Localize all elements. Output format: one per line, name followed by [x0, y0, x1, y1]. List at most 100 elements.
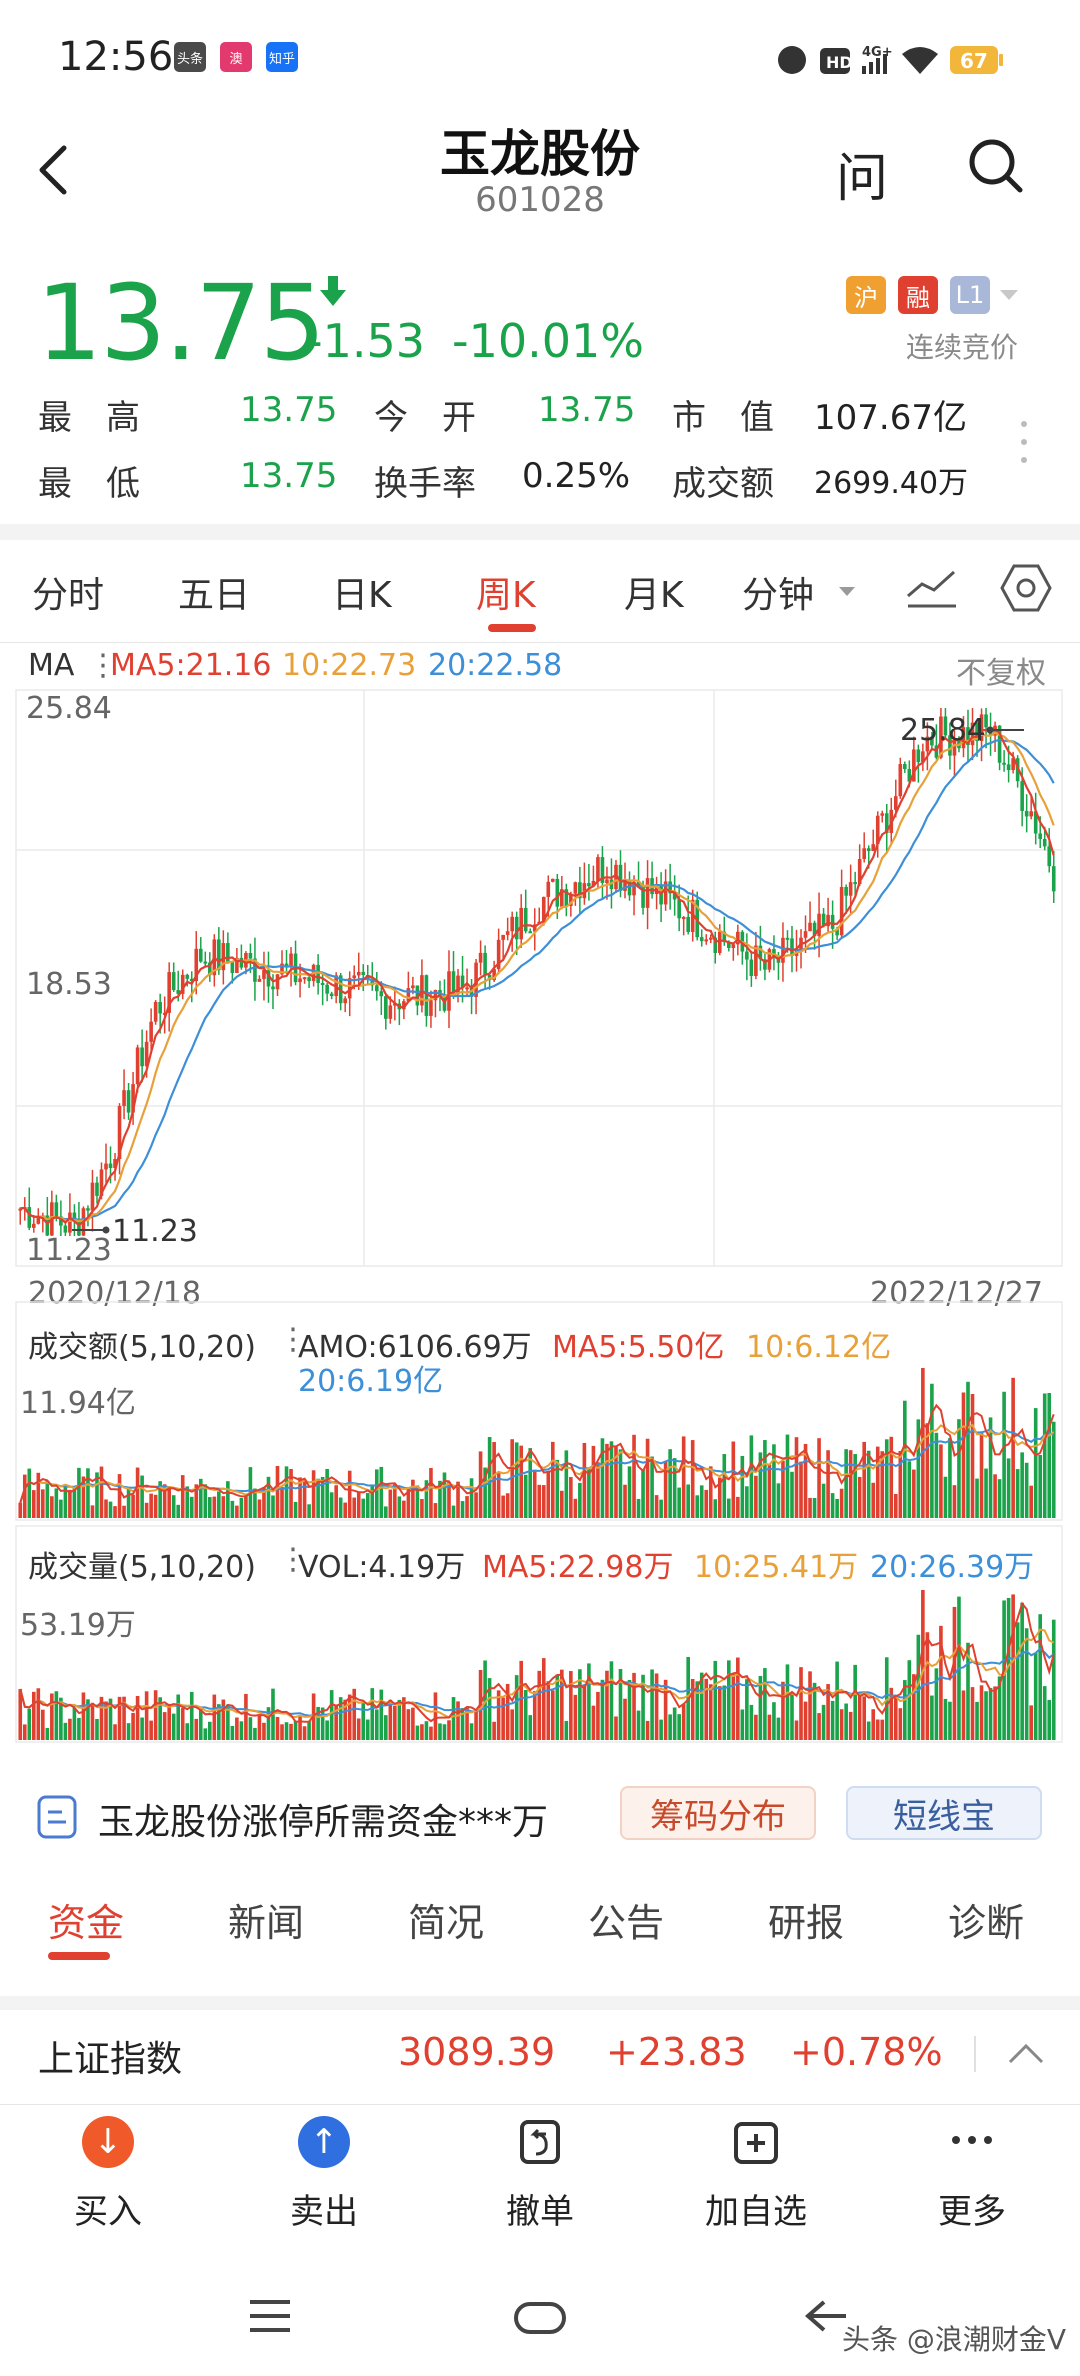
limit-up-funds-text[interactable]: 玉龙股份涨停所需资金***万 [98, 1802, 549, 1843]
volume-bar [352, 1497, 357, 1518]
moving-average-lines [20, 727, 1055, 1227]
chevron-down-icon[interactable] [996, 284, 1022, 306]
volume-bar [338, 1497, 343, 1518]
cancel-order-button[interactable]: 撤单 [460, 2116, 620, 2236]
volume-bar [388, 1699, 393, 1740]
adjust-mode[interactable]: 不复权 [956, 656, 1046, 691]
volume-bar [293, 1501, 298, 1518]
price-change: -1.53 [306, 314, 426, 368]
tab-five-day[interactable]: 五日 [178, 575, 251, 616]
status-time: 12:56 [58, 34, 174, 80]
volume-bar [758, 1675, 763, 1740]
back-icon[interactable] [802, 2296, 850, 2336]
system-nav-bar [0, 2256, 1080, 2376]
volume-bar [862, 1441, 867, 1518]
legend-menu-dots[interactable]: ⋮ [278, 1322, 308, 1357]
candle-body [758, 945, 763, 960]
home-icon[interactable] [512, 2298, 568, 2338]
tab-announcements[interactable]: 公告 [588, 1901, 665, 1945]
turnover-value: 0.25% [522, 456, 631, 496]
volume-bar [370, 1688, 375, 1740]
volume-bar [541, 1658, 546, 1740]
volume-bar [1038, 1454, 1043, 1518]
candle-body [257, 978, 262, 982]
tab-intraday[interactable]: 分时 [32, 575, 105, 616]
candle-body [835, 928, 839, 936]
volume-bar [117, 1474, 122, 1518]
candle-body [298, 978, 302, 983]
volume-bar [293, 1720, 298, 1740]
chevron-down-icon[interactable] [836, 582, 858, 600]
volume-bar [203, 1728, 208, 1740]
volume-bar [45, 1481, 50, 1518]
line-chart-icon[interactable] [904, 566, 960, 610]
tab-minute[interactable]: 分钟 [742, 575, 815, 616]
volume-bar [50, 1693, 54, 1740]
min-price-annotation: 11.23 [72, 1214, 198, 1249]
volume-bar [420, 1499, 424, 1518]
index-name[interactable]: 上证指数 [38, 2039, 183, 2080]
legend-menu-dots[interactable]: ⋮ [88, 648, 118, 683]
volume-bar [726, 1498, 731, 1518]
volume-bar [1051, 1421, 1056, 1518]
volume-bar [393, 1705, 397, 1740]
volume-bar [18, 1502, 23, 1518]
chip-distribution-button[interactable]: 筹码分布 [620, 1786, 816, 1840]
volume-bar [812, 1498, 817, 1518]
tab-research[interactable]: 研报 [768, 1901, 845, 1945]
volume-bar [384, 1715, 388, 1740]
volume-bar [541, 1485, 546, 1518]
tab-profile[interactable]: 简况 [408, 1901, 485, 1945]
volume-bar [90, 1505, 95, 1518]
volume-bar [785, 1434, 790, 1518]
candle-body [122, 1090, 126, 1107]
add-watchlist-button[interactable]: 加自选 [676, 2116, 836, 2236]
tab-funds[interactable]: 资金 [48, 1901, 125, 1945]
volume-bar [135, 1695, 140, 1740]
candle-body [550, 878, 555, 882]
tab-news[interactable]: 新闻 [228, 1901, 305, 1945]
short-line-button[interactable]: 短线宝 [846, 1786, 1042, 1840]
volume-ma10-legend: 10:25.41万 [694, 1550, 859, 1585]
candle-body [573, 882, 578, 894]
more-vertical-icon[interactable] [1018, 418, 1030, 468]
buy-button[interactable]: ↓ 买入 [28, 2116, 188, 2236]
volume-chart[interactable] [0, 1524, 1080, 1744]
candle-body [230, 961, 235, 973]
chevron-up-icon[interactable] [1006, 2040, 1046, 2066]
volume-bar [839, 1709, 844, 1740]
ma5-line [20, 727, 1055, 1227]
tab-weekly-k[interactable]: 周K [476, 575, 536, 616]
candle-body [785, 937, 790, 940]
volume-bar [465, 1496, 469, 1518]
back-arrow-icon[interactable] [34, 142, 74, 198]
tab-monthly-k[interactable]: 月K [624, 575, 684, 616]
sell-button[interactable]: ↑ 卖出 [244, 2116, 404, 2236]
amount-chart[interactable] [0, 1300, 1080, 1522]
candle-body [451, 971, 456, 995]
ma20-legend: 20:22.58 [428, 648, 563, 683]
tab-diagnosis[interactable]: 诊断 [948, 1901, 1025, 1945]
volume-bar [916, 1634, 921, 1740]
menu-icon[interactable] [246, 2296, 294, 2336]
divider [974, 2036, 976, 2072]
volume-bar [560, 1490, 564, 1518]
volume-bar [970, 1394, 975, 1518]
candle-body [912, 749, 916, 782]
volume-bar [839, 1488, 844, 1518]
kline-chart[interactable]: 25.84 18.53 11.23 25.84 11.23 [0, 688, 1080, 1288]
volume-bar [248, 1717, 253, 1740]
tab-daily-k[interactable]: 日K [332, 575, 392, 616]
more-button[interactable]: 更多 [892, 2116, 1052, 2236]
volume-bar [740, 1709, 745, 1740]
level1-tag[interactable]: L1 [950, 276, 990, 314]
volume-bar [654, 1495, 659, 1518]
settings-hexagon-icon[interactable] [1000, 562, 1052, 614]
candle-body [731, 944, 736, 948]
volume-bar [289, 1468, 293, 1518]
legend-menu-dots[interactable]: ⋮ [278, 1542, 308, 1577]
search-icon[interactable] [966, 136, 1026, 196]
volume-bar [347, 1470, 352, 1518]
candle-body [907, 769, 912, 782]
ask-button[interactable]: 问 [836, 149, 889, 209]
